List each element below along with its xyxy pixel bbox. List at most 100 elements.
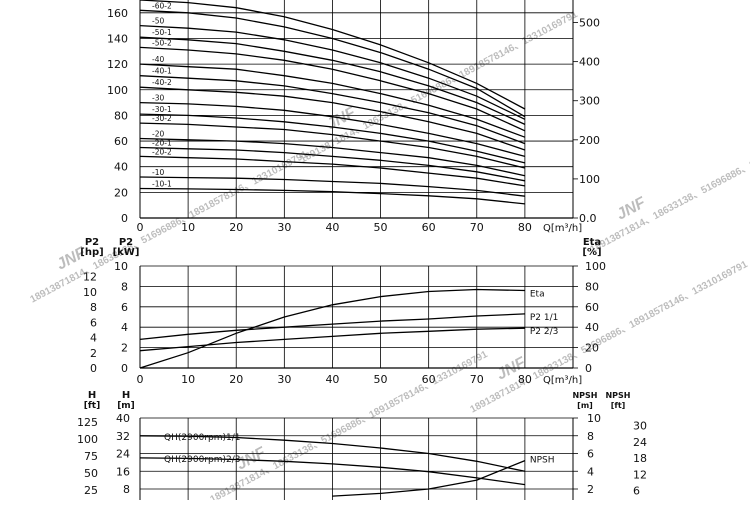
head-curve-label: -40 bbox=[152, 55, 164, 64]
p1-x-tick: 70 bbox=[470, 221, 484, 234]
watermark-phone: 18913871814、18633138、51696886、1891857814… bbox=[208, 349, 489, 500]
p3-npsh-ft-tick: 6 bbox=[633, 485, 640, 498]
p1-x-tick: 30 bbox=[277, 221, 291, 234]
p3-npsh-ft-tick: 12 bbox=[633, 468, 647, 481]
head-curve bbox=[139, 146, 526, 182]
p1-left-tick: 140 bbox=[107, 32, 128, 45]
p1-x-tick: 0 bbox=[137, 221, 144, 234]
head-curve bbox=[139, 137, 526, 177]
p1-right-tick: 400 bbox=[579, 56, 600, 69]
p2-kw-label: P2 bbox=[119, 237, 133, 248]
p3-curve bbox=[139, 457, 525, 486]
p2-eta-tick: 60 bbox=[585, 301, 599, 314]
p3-curve bbox=[139, 435, 526, 472]
p1-right-tick: 300 bbox=[579, 95, 600, 108]
p2-kw-tick: 8 bbox=[121, 280, 128, 293]
p2-hp-tick: 8 bbox=[90, 301, 97, 314]
head-curve-label: -10 bbox=[152, 168, 164, 177]
p2-x-tick: 0 bbox=[137, 373, 144, 386]
p3-curve bbox=[332, 459, 526, 497]
p2-x-label: Q[m³/h] bbox=[543, 375, 582, 386]
p2-kw-tick: 0 bbox=[121, 362, 128, 375]
p2-hp-tick: 12 bbox=[83, 271, 97, 284]
p2-kw-tick: 4 bbox=[121, 321, 128, 334]
p3-hft-tick: 25 bbox=[84, 484, 98, 497]
head-curve-label: -20-2 bbox=[152, 147, 172, 156]
p2-x-tick: 50 bbox=[374, 373, 388, 386]
head-curve-label: -20-1 bbox=[152, 138, 172, 147]
p1-left-tick: 80 bbox=[114, 109, 128, 122]
head-curve-label: -40-1 bbox=[152, 67, 172, 76]
p2-eta-tick: 20 bbox=[585, 342, 599, 355]
head-curve-label: -50-2 bbox=[152, 38, 172, 47]
p2-x-tick: 40 bbox=[325, 373, 339, 386]
p1-x-tick: 60 bbox=[422, 221, 436, 234]
p2-curve bbox=[139, 313, 525, 341]
p2-hp-tick: 10 bbox=[83, 286, 97, 299]
p3-curve-label: NPSH bbox=[530, 456, 555, 466]
p2-eta-tick: 100 bbox=[585, 260, 606, 273]
p2-x-tick: 80 bbox=[518, 373, 532, 386]
p1-left-tick: 160 bbox=[107, 7, 128, 20]
p3-hm-tick: 40 bbox=[116, 412, 130, 425]
p1-x-tick: 50 bbox=[374, 221, 388, 234]
head-curve bbox=[139, 9, 526, 118]
head-curve bbox=[139, 113, 526, 164]
p3-npsh-ft-label-unit: [ft] bbox=[611, 401, 626, 410]
p2-curve bbox=[139, 288, 525, 369]
p3-npsh-m-label-unit: [m] bbox=[577, 401, 593, 410]
head-curve-label: -50-1 bbox=[152, 28, 172, 37]
head-curve-label: -10-1 bbox=[152, 180, 172, 189]
p3-hm-tick: 16 bbox=[116, 465, 130, 478]
head-curve bbox=[139, 36, 526, 125]
head-curve-label: -30-1 bbox=[152, 105, 172, 114]
p3-hft-label: H bbox=[88, 390, 96, 401]
p2-x-tick: 20 bbox=[229, 373, 243, 386]
watermark-phone: 18913871814、18633138、51696886、1891857814… bbox=[588, 99, 750, 256]
p1-x-tick: 80 bbox=[518, 221, 532, 234]
head-curve-label: -50 bbox=[152, 17, 164, 26]
p2-eta-tick: 40 bbox=[585, 321, 599, 334]
p3-npsh-m-tick: 6 bbox=[587, 448, 594, 461]
head-curve bbox=[139, 86, 526, 151]
head-curve bbox=[139, 24, 526, 120]
head-curve bbox=[139, 101, 526, 158]
p2-hp-tick: 4 bbox=[90, 332, 97, 345]
p2-curve-label: P2 1/1 bbox=[530, 313, 559, 323]
p2-hp-tick: 0 bbox=[90, 362, 97, 375]
p1-left-tick: 60 bbox=[114, 135, 128, 148]
p2-eta-label-unit: [%] bbox=[582, 247, 601, 258]
p1-left-tick: 20 bbox=[114, 186, 128, 199]
head-curve bbox=[139, 63, 526, 138]
p3-npsh-ft-tick: 24 bbox=[633, 436, 647, 449]
p3-hm-tick: 8 bbox=[123, 483, 130, 496]
p3-npsh-m-label: NPSH bbox=[572, 391, 597, 400]
p1-left-tick: 100 bbox=[107, 84, 128, 97]
p1-left-tick: 120 bbox=[107, 58, 128, 71]
p1-right-tick: 500 bbox=[579, 17, 600, 30]
p2-x-tick: 70 bbox=[470, 373, 484, 386]
p3-hm-tick: 24 bbox=[116, 448, 130, 461]
p1-left-tick: 40 bbox=[114, 161, 128, 174]
head-curve bbox=[139, 122, 526, 169]
p2-kw-tick: 10 bbox=[114, 260, 128, 273]
p3-hft-tick: 125 bbox=[77, 416, 98, 429]
head-curve bbox=[139, 176, 525, 197]
p3-hft-label-unit: [ft] bbox=[84, 401, 100, 411]
p1-right-tick: 0.0 bbox=[579, 212, 597, 225]
watermark: JNF18913871814、18633138、51696886、1891857… bbox=[588, 99, 750, 256]
p2-kw-tick: 2 bbox=[121, 342, 128, 355]
p3-npsh-m-tick: 4 bbox=[587, 465, 594, 478]
p2-curve bbox=[139, 327, 525, 352]
p1-right-tick: 100 bbox=[579, 173, 600, 186]
p1-x-tick: 40 bbox=[325, 221, 339, 234]
p2-curve-label: P2 2/3 bbox=[530, 327, 559, 337]
p3-hft-tick: 100 bbox=[77, 433, 98, 446]
head-curve-label: -60-2 bbox=[152, 1, 172, 10]
p3-curve-label: QH(2900rpm)2/3 bbox=[164, 455, 240, 465]
p2-eta-tick: 80 bbox=[585, 280, 599, 293]
p2-hp-label-unit: [hp] bbox=[80, 247, 103, 258]
p3-hm-tick: 32 bbox=[116, 430, 130, 443]
